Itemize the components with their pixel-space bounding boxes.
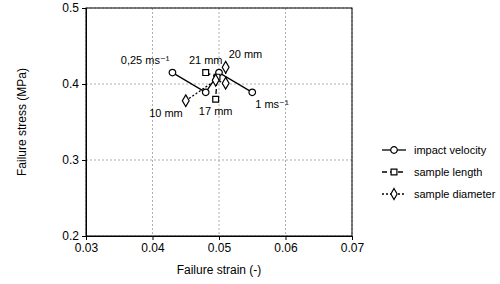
y-axis-title: Failure stress (MPa) xyxy=(15,68,29,176)
point-label: 17 mm xyxy=(199,105,233,117)
tick-mark xyxy=(352,236,353,240)
data-point xyxy=(182,95,189,107)
grid-line xyxy=(86,160,352,161)
legend-label: sample length xyxy=(414,166,483,178)
tick-label: 0.4 xyxy=(62,77,79,91)
point-label: 20 mm xyxy=(229,48,263,60)
point-label: 21 mm xyxy=(189,54,223,66)
legend-marker xyxy=(391,147,398,154)
tick-label: 0.05 xyxy=(208,241,232,255)
tick: 0.05 xyxy=(208,236,232,255)
data-point xyxy=(212,74,219,86)
annotations: 0,25 ms⁻¹ 1 ms⁻¹ 21 mm 17 mm 10 mm 20 mm xyxy=(121,48,289,118)
data-point xyxy=(202,89,209,96)
chart: 0.030.040.050.060.070.20.30.40.5Failure … xyxy=(0,0,500,284)
data-point xyxy=(222,61,229,73)
data-point xyxy=(203,70,209,76)
tick-label: 0.06 xyxy=(274,241,298,255)
x-axis-title: Failure strain (-) xyxy=(177,263,262,277)
tick: 0.3 xyxy=(62,153,86,167)
legend: impact velocity sample length sample diame… xyxy=(382,144,496,200)
legend-label: sample diameter xyxy=(414,188,496,200)
tick: 0.5 xyxy=(62,1,86,15)
legend-label: impact velocity xyxy=(414,144,487,156)
tick: 0.04 xyxy=(141,236,165,255)
tick-label: 0.3 xyxy=(62,153,79,167)
grid-line xyxy=(152,8,153,236)
data-point xyxy=(249,89,256,96)
tick-mark xyxy=(219,236,220,240)
x-axis: 0.030.040.050.060.07 xyxy=(75,236,365,255)
tick-mark xyxy=(82,236,86,237)
plot-frame xyxy=(86,8,352,236)
tick: 0.06 xyxy=(274,236,298,255)
tick-mark xyxy=(82,84,86,85)
grid xyxy=(86,8,352,236)
tick-label: 0.04 xyxy=(141,241,165,255)
point-label: 0,25 ms⁻¹ xyxy=(121,54,170,66)
legend-marker xyxy=(391,189,397,200)
grid-line xyxy=(86,84,352,85)
tick: 0.07 xyxy=(341,236,365,255)
tick-label: 0.07 xyxy=(341,241,365,255)
point-label: 10 mm xyxy=(149,107,183,119)
legend-marker xyxy=(391,169,397,175)
data-point xyxy=(213,96,219,102)
y-axis: 0.2 0.3 0.4 0.5 xyxy=(62,1,86,243)
tick: 0.4 xyxy=(62,77,86,91)
tick-mark xyxy=(82,8,86,9)
data-point xyxy=(222,77,229,89)
marks xyxy=(169,61,255,106)
tick: 0.2 xyxy=(62,229,86,243)
tick-mark xyxy=(153,236,154,240)
tick-label: 0.5 xyxy=(62,1,79,15)
data-point xyxy=(169,69,176,76)
axis-line xyxy=(82,9,87,237)
axis-line xyxy=(87,237,353,241)
grid-line xyxy=(219,8,220,236)
grid-line xyxy=(285,8,286,236)
series-line xyxy=(186,67,226,100)
tick-label: 0.2 xyxy=(62,229,79,243)
point-label: 1 ms⁻¹ xyxy=(255,98,289,110)
tick-mark xyxy=(286,236,287,240)
tick-mark xyxy=(82,160,86,161)
